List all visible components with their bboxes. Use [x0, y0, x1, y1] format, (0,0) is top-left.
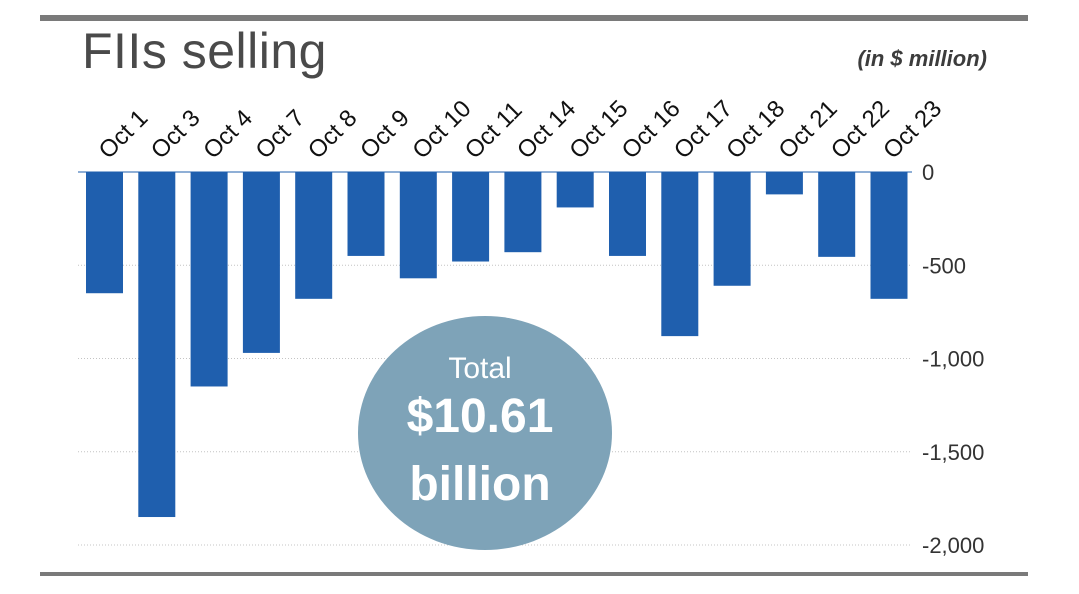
bar-oct-7	[242, 172, 280, 353]
bars	[86, 172, 908, 518]
x-tick-label: Oct 7	[251, 105, 311, 165]
total-bubble	[358, 316, 612, 550]
y-tick-label: -1,000	[922, 347, 984, 372]
bar-oct-17	[661, 172, 699, 337]
x-tick-label: Oct 21	[774, 95, 843, 164]
x-tick-label: Oct 14	[512, 95, 581, 164]
bar-oct-23	[870, 172, 908, 299]
x-tick-label: Oct 22	[826, 95, 895, 164]
bar-oct-9	[347, 172, 385, 256]
bar-oct-18	[713, 172, 751, 286]
top-rule	[40, 15, 1028, 21]
x-tick-label: Oct 16	[617, 95, 686, 164]
bar-oct-3	[138, 172, 176, 518]
x-tick-label: Oct 1	[94, 105, 154, 165]
total-label: Total	[448, 352, 511, 385]
total-annotation: Total $10.61 billion	[358, 316, 612, 550]
x-tick-label: Oct 23	[878, 95, 947, 164]
total-unit: billion	[409, 458, 550, 511]
x-tick-label: Oct 18	[721, 95, 790, 164]
x-tick-label: Oct 11	[460, 96, 528, 164]
x-tick-label: Oct 10	[407, 95, 476, 164]
bar-oct-1	[86, 172, 123, 294]
x-tick-label: Oct 8	[303, 105, 363, 165]
y-tick-label: -500	[922, 253, 966, 278]
bar-oct-21	[765, 172, 803, 195]
bar-oct-22	[818, 172, 856, 257]
y-axis-labels: 0 -500 -1,000 -1,500 -2,000	[922, 160, 984, 558]
bar-oct-11	[452, 172, 490, 262]
bar-oct-15	[556, 172, 594, 208]
y-tick-label: 0	[922, 160, 934, 185]
bar-oct-8	[295, 172, 333, 299]
bar-oct-14	[504, 172, 542, 253]
y-tick-label: -1,500	[922, 440, 984, 465]
x-tick-label: Oct 3	[146, 105, 206, 165]
total-value: $10.61	[407, 390, 554, 443]
x-tick-label: Oct 9	[355, 105, 415, 165]
bar-oct-10	[399, 172, 437, 279]
x-tick-label: Oct 17	[669, 95, 738, 164]
y-tick-label: -2,000	[922, 533, 984, 558]
bottom-rule	[40, 572, 1028, 576]
unit-label: (in $ million)	[857, 46, 987, 71]
bar-oct-4	[190, 172, 228, 387]
x-tick-label: Oct 15	[564, 95, 633, 164]
x-tick-label: Oct 4	[198, 105, 258, 165]
bar-oct-16	[609, 172, 646, 256]
chart-title: FIIs selling	[82, 23, 327, 79]
